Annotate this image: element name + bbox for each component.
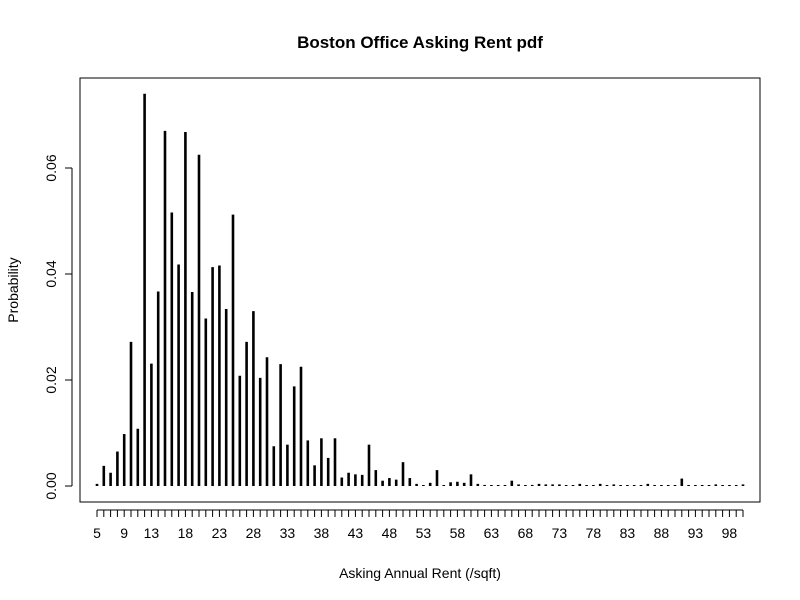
x-tick-label: 63 xyxy=(484,525,500,541)
x-tick-label: 13 xyxy=(144,525,160,541)
x-tick-label: 53 xyxy=(416,525,432,541)
x-tick-label: 18 xyxy=(178,525,194,541)
x-tick-label: 9 xyxy=(120,525,128,541)
x-axis: 5 9 13 18 23 28 33 38 43 48 53 58 63 68 73 78 83 88 93 98 xyxy=(93,509,744,541)
x-tick-label: 5 xyxy=(93,525,101,541)
x-tick-label: 38 xyxy=(314,525,330,541)
y-tick-label: 0.02 xyxy=(43,366,59,393)
x-tick-label: 58 xyxy=(450,525,466,541)
chart-title: Boston Office Asking Rent pdf xyxy=(297,33,543,52)
x-tick-label: 43 xyxy=(348,525,364,541)
x-tick-label: 28 xyxy=(246,525,262,541)
bars xyxy=(95,93,745,486)
x-tick-label: 33 xyxy=(280,525,296,541)
plot-frame xyxy=(79,77,761,503)
x-tick-label: 78 xyxy=(586,525,602,541)
x-tick-label: 83 xyxy=(620,525,636,541)
x-tick-label: 88 xyxy=(654,525,670,541)
x-tick-label: 48 xyxy=(382,525,398,541)
x-tick-label: 23 xyxy=(212,525,228,541)
x-tick-label: 93 xyxy=(688,525,704,541)
x-tick-label: 68 xyxy=(518,525,534,541)
x-tick-label: 73 xyxy=(552,525,568,541)
y-tick-label: 0.04 xyxy=(43,260,59,287)
y-axis: 0.00 0.02 0.04 0.06 xyxy=(43,154,73,500)
y-tick-label: 0.00 xyxy=(43,472,59,499)
x-tick-label: 98 xyxy=(722,525,738,541)
x-axis-label: Asking Annual Rent (/sqft) xyxy=(339,565,501,581)
y-axis-label: Probability xyxy=(5,257,21,322)
y-tick-label: 0.06 xyxy=(43,154,59,181)
